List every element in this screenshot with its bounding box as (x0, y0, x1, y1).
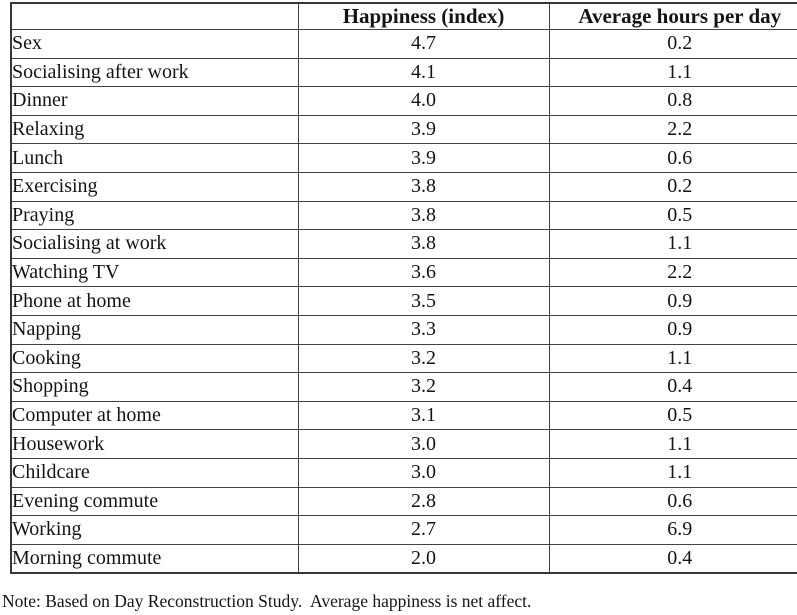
hours-cell: 0.4 (548, 543, 797, 574)
activity-cell: Phone at home (10, 286, 299, 316)
hours-cell: 0.4 (548, 372, 797, 402)
table-row: Praying 3.8 0.5 (10, 200, 797, 231)
table-row: Watching TV 3.6 2.2 (10, 257, 797, 288)
hours-cell: 0.6 (548, 486, 797, 517)
happiness-cell: 3.9 (297, 143, 550, 173)
happiness-cell: 3.5 (297, 286, 550, 316)
activity-cell: Shopping (10, 372, 299, 402)
table-row: Housework 3.0 1.1 (10, 429, 797, 459)
table-row: Lunch 3.9 0.6 (10, 143, 797, 173)
table-row: Cooking 3.2 1.1 (10, 343, 797, 374)
table-row: Sex 4.7 0.2 (10, 29, 797, 59)
hours-cell: 1.1 (548, 57, 797, 88)
happiness-cell: 2.0 (297, 543, 550, 574)
happiness-cell: 3.8 (297, 200, 550, 231)
happiness-cell: 2.8 (297, 486, 550, 517)
table-row: Socialising after work 4.1 1.1 (10, 57, 797, 88)
happiness-cell: 3.8 (297, 171, 550, 202)
hours-cell: 2.2 (548, 114, 797, 145)
table-row: Working 2.7 6.9 (10, 515, 797, 545)
hours-cell: 0.9 (548, 286, 797, 316)
activity-cell: Computer at home (10, 400, 299, 431)
table-row: Shopping 3.2 0.4 (10, 372, 797, 402)
table-row: Computer at home 3.1 0.5 (10, 400, 797, 431)
table-row: Dinner 4.0 0.8 (10, 86, 797, 116)
happiness-cell: 2.7 (297, 515, 550, 545)
activity-cell: Evening commute (10, 486, 299, 517)
activity-cell: Sex (10, 29, 299, 59)
activity-cell: Exercising (10, 171, 299, 202)
table-row: Phone at home 3.5 0.9 (10, 286, 797, 316)
happiness-cell: 3.2 (297, 372, 550, 402)
activity-cell: Napping (10, 314, 299, 345)
hours-cell: 0.9 (548, 314, 797, 345)
hours-cell: 1.1 (548, 429, 797, 459)
happiness-cell: 3.9 (297, 114, 550, 145)
happiness-cell: 3.1 (297, 400, 550, 431)
hours-cell: 1.1 (548, 343, 797, 374)
header-happiness-index: Happiness (index) (297, 2, 550, 30)
activity-cell: Socialising at work (10, 229, 299, 259)
happiness-cell: 4.7 (297, 29, 550, 59)
header-row: Happiness (index) Average hours per day (10, 2, 797, 30)
activity-cell: Dinner (10, 86, 299, 116)
happiness-cell: 3.6 (297, 257, 550, 288)
table-body: Sex 4.7 0.2 Socialising after work 4.1 1.1 Din… (10, 29, 797, 574)
table-row: Morning commute 2.0 0.4 (10, 543, 797, 574)
activity-cell: Cooking (10, 343, 299, 374)
activity-cell: Socialising after work (10, 57, 299, 88)
table-row: Evening commute 2.8 0.6 (10, 486, 797, 517)
hours-cell: 6.9 (548, 515, 797, 545)
table-row: Exercising 3.8 0.2 (10, 171, 797, 202)
header-activity-blank (10, 2, 299, 30)
hours-cell: 0.8 (548, 86, 797, 116)
table-row: Socialising at work 3.8 1.1 (10, 229, 797, 259)
footnote: Note: Based on Day Reconstruction Study.… (2, 591, 532, 611)
happiness-cell: 3.8 (297, 229, 550, 259)
hours-cell: 0.2 (548, 29, 797, 59)
header-average-hours: Average hours per day (548, 2, 797, 30)
happiness-cell: 3.0 (297, 457, 550, 488)
happiness-cell: 3.2 (297, 343, 550, 374)
happiness-activities-table: Happiness (index) Average hours per day … (10, 2, 797, 575)
happiness-cell: 4.0 (297, 86, 550, 116)
table-row: Childcare 3.0 1.1 (10, 457, 797, 488)
hours-cell: 2.2 (548, 257, 797, 288)
activity-cell: Relaxing (10, 114, 299, 145)
activity-cell: Working (10, 515, 299, 545)
hours-cell: 0.5 (548, 400, 797, 431)
activity-cell: Watching TV (10, 257, 299, 288)
table-row: Relaxing 3.9 2.2 (10, 114, 797, 145)
activity-cell: Childcare (10, 457, 299, 488)
activity-cell: Praying (10, 200, 299, 231)
happiness-cell: 3.3 (297, 314, 550, 345)
hours-cell: 0.6 (548, 143, 797, 173)
activity-cell: Housework (10, 429, 299, 459)
activity-cell: Morning commute (10, 543, 299, 574)
activity-cell: Lunch (10, 143, 299, 173)
hours-cell: 1.1 (548, 229, 797, 259)
table-row: Napping 3.3 0.9 (10, 314, 797, 345)
happiness-cell: 4.1 (297, 57, 550, 88)
hours-cell: 0.2 (548, 171, 797, 202)
happiness-cell: 3.0 (297, 429, 550, 459)
hours-cell: 0.5 (548, 200, 797, 231)
hours-cell: 1.1 (548, 457, 797, 488)
